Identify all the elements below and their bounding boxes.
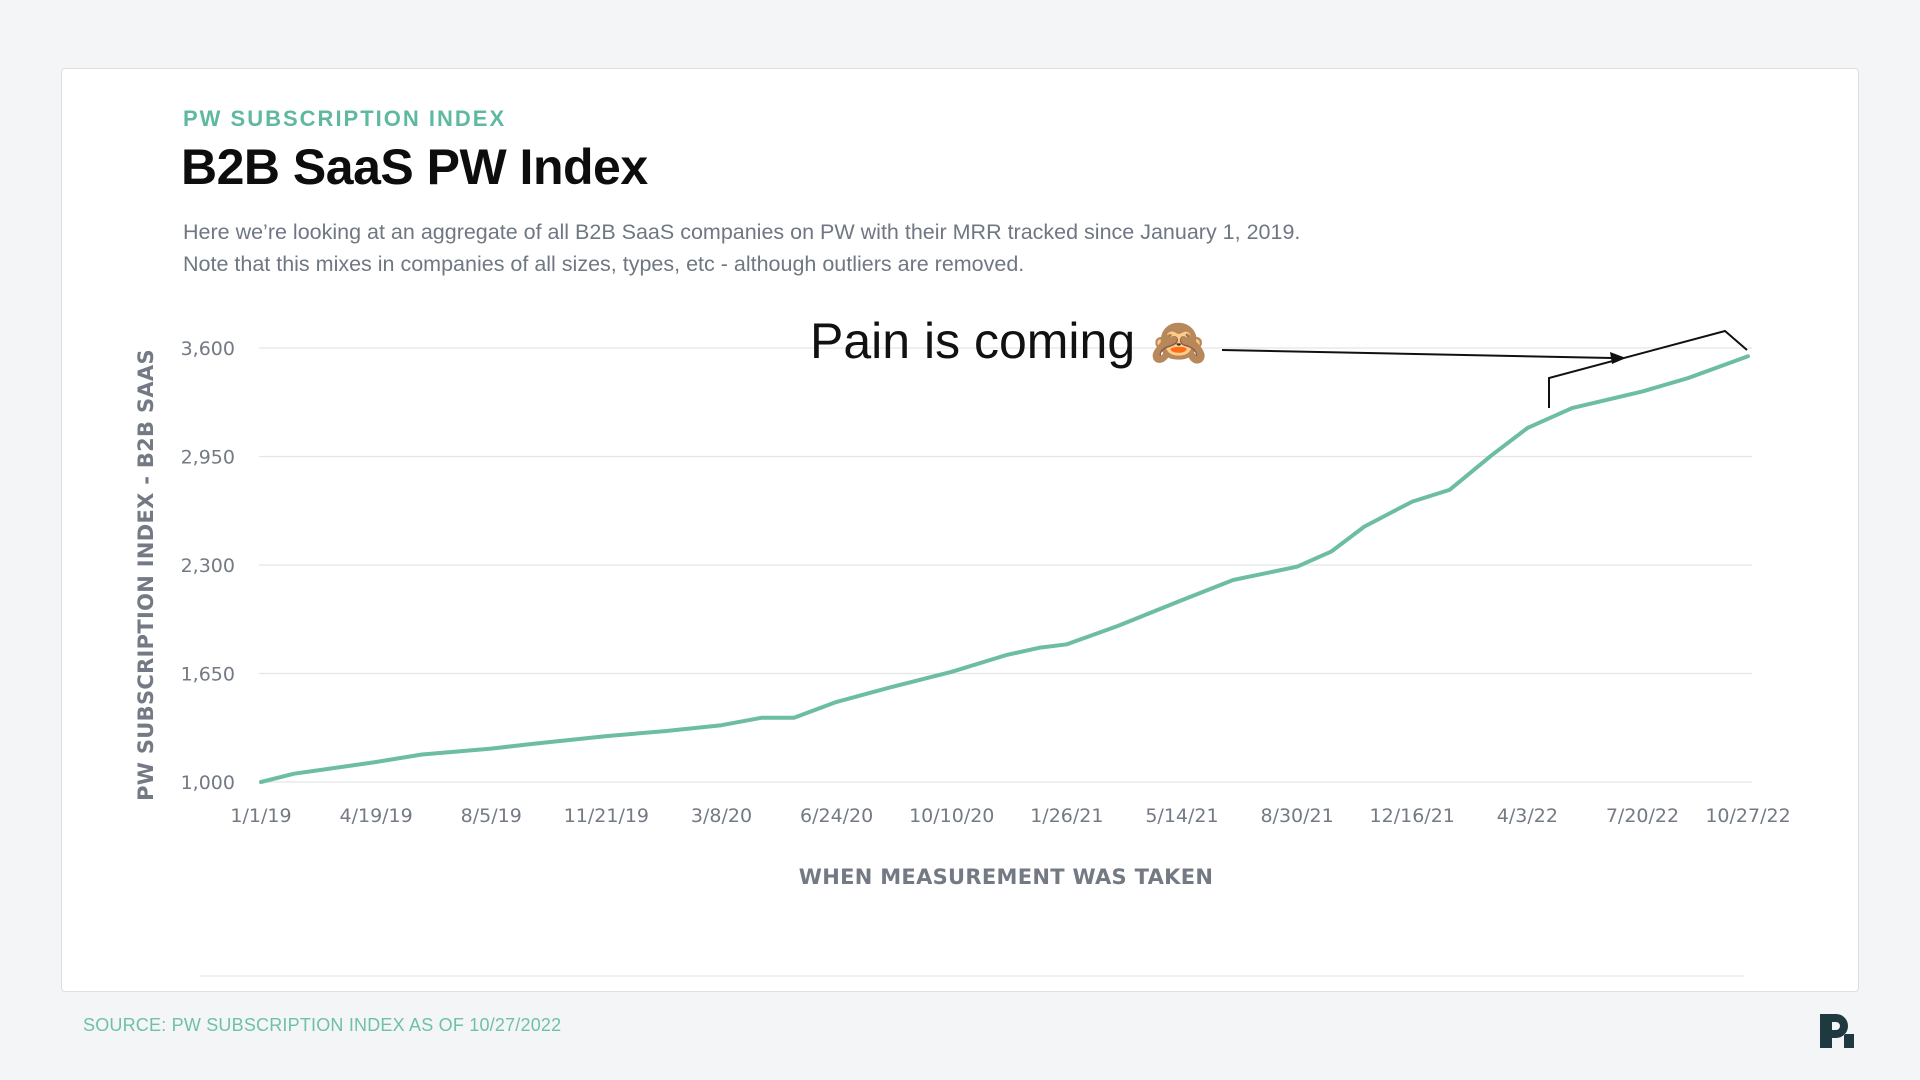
page-title: B2B SaaS PW Index [181,139,648,195]
source-note: SOURCE: PW SUBSCRIPTION INDEX AS OF 10/2… [83,1015,562,1035]
chart-description: Here we’re looking at an aggregate of al… [183,220,1301,276]
eyebrow-label: PW SUBSCRIPTION INDEX [183,106,507,131]
chart-card [61,68,1859,992]
pw-logo-icon [1820,1014,1854,1048]
